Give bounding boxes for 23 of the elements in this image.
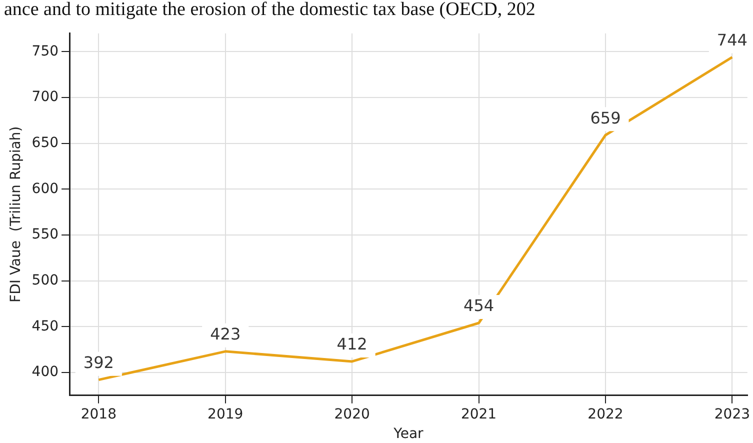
y-tick-label: 650 — [32, 135, 59, 152]
y-tick-label: 500 — [32, 272, 59, 288]
x-axis-title: Year — [392, 426, 424, 442]
data-label: 423 — [210, 324, 241, 344]
y-tick-label: 600 — [32, 180, 59, 197]
text: ance and to mitigate the erosion of the domestic tax base (OECD, 202 — [3, 0, 536, 22]
y-tick-label: 750 — [32, 43, 59, 60]
data-label: 454 — [464, 296, 494, 316]
y-tick-label: 550 — [32, 226, 59, 243]
x-tick-label: 2021 — [460, 406, 497, 422]
y-tick-label: 450 — [32, 318, 59, 334]
y-tick-label: 400 — [32, 364, 59, 380]
data-label: 392 — [83, 352, 114, 372]
x-tick-label: 2022 — [588, 406, 624, 422]
data-label: 412 — [336, 334, 368, 354]
data-label: 659 — [590, 108, 621, 128]
x-tick-label: 2018 — [80, 406, 116, 422]
x-tick-label: 2019 — [208, 406, 244, 422]
x-tick-label: 2023 — [714, 406, 750, 422]
y-axis-title: FDI Vaue (Triliun Rupiah) — [8, 126, 24, 302]
x-tick-label: 2020 — [334, 406, 370, 422]
y-tick-label: 700 — [32, 89, 59, 106]
data-label: 744 — [716, 30, 748, 50]
